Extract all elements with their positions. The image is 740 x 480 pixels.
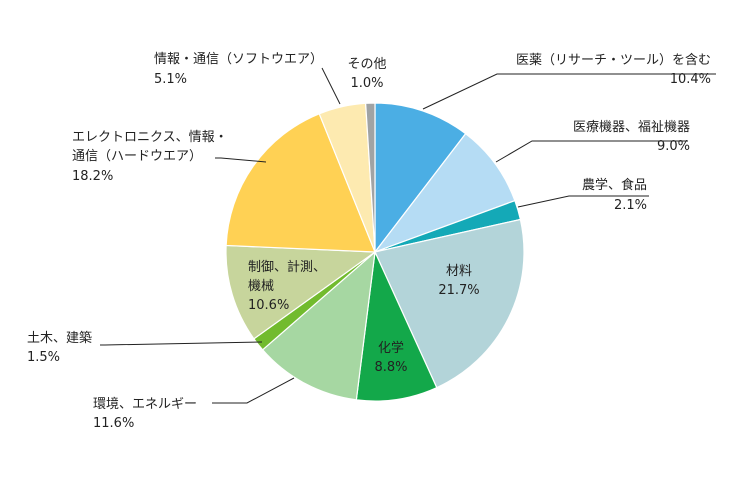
label-soft-value: 5.1%: [154, 72, 187, 87]
label-elec-name-line2: 通信（ハードウエア）: [72, 149, 202, 164]
pie-slice-10: [365, 102, 376, 253]
label-zairyo-value: 21.7%: [438, 283, 479, 298]
leader-line-kankyo: [212, 377, 295, 404]
label-elec-name-line1: エレクトロニクス、情報・: [72, 130, 228, 145]
label-soft-name: 情報・通信（ソフトウエア）: [154, 52, 323, 67]
label-kagaku-value: 8.8%: [374, 360, 407, 375]
label-iyaku-value: 10.4%: [670, 72, 711, 87]
slice-labels: 医薬（リサーチ・ツール）を含む 10.4% 医療機器、福祉機器 9.0% 農学、…: [27, 52, 711, 431]
label-kankyo-value: 11.6%: [93, 416, 134, 431]
leader-line-iryo: [495, 140, 688, 163]
label-iryo-name: 医療機器、福祉機器: [573, 120, 690, 135]
label-seigyo-name-line1: 制御、計測、: [248, 259, 326, 275]
label-zairyo-name: 材料: [446, 264, 472, 279]
pie-slices: [225, 102, 525, 402]
label-iyaku-name: 医薬（リサーチ・ツール）を含む: [516, 52, 711, 68]
label-nogaku-name: 農学、食品: [582, 177, 647, 193]
label-doboku-value: 1.5%: [27, 350, 60, 365]
label-sonota-name: その他: [347, 57, 386, 72]
pie-slice-1: [373, 132, 516, 254]
label-elec-value: 18.2%: [72, 169, 113, 184]
label-seigyo-name-line2: 機械: [248, 279, 274, 294]
label-doboku-name: 土木、建築: [27, 331, 92, 346]
leader-line-elec: [215, 157, 267, 163]
pie-slice-4: [355, 249, 438, 402]
pie-slice-7: [225, 244, 377, 340]
label-kankyo-name: 環境、エネルギー: [93, 397, 197, 412]
pie-slice-8: [225, 113, 376, 253]
leader-line-soft: [321, 67, 341, 105]
leader-lines: [100, 67, 716, 404]
label-kagaku-name: 化学: [378, 340, 404, 356]
label-sonota-value: 1.0%: [350, 76, 383, 91]
leader-line-nogaku: [517, 195, 649, 208]
label-seigyo-value: 10.6%: [248, 298, 289, 313]
leader-line-iyaku: [422, 73, 716, 110]
label-iryo-value: 9.0%: [657, 139, 690, 154]
leader-line-doboku: [100, 341, 263, 346]
pie-slice-0: [374, 102, 467, 254]
label-nogaku-value: 2.1%: [614, 198, 647, 213]
pie-slice-5: [261, 250, 376, 401]
pie-slice-3: [374, 218, 525, 389]
